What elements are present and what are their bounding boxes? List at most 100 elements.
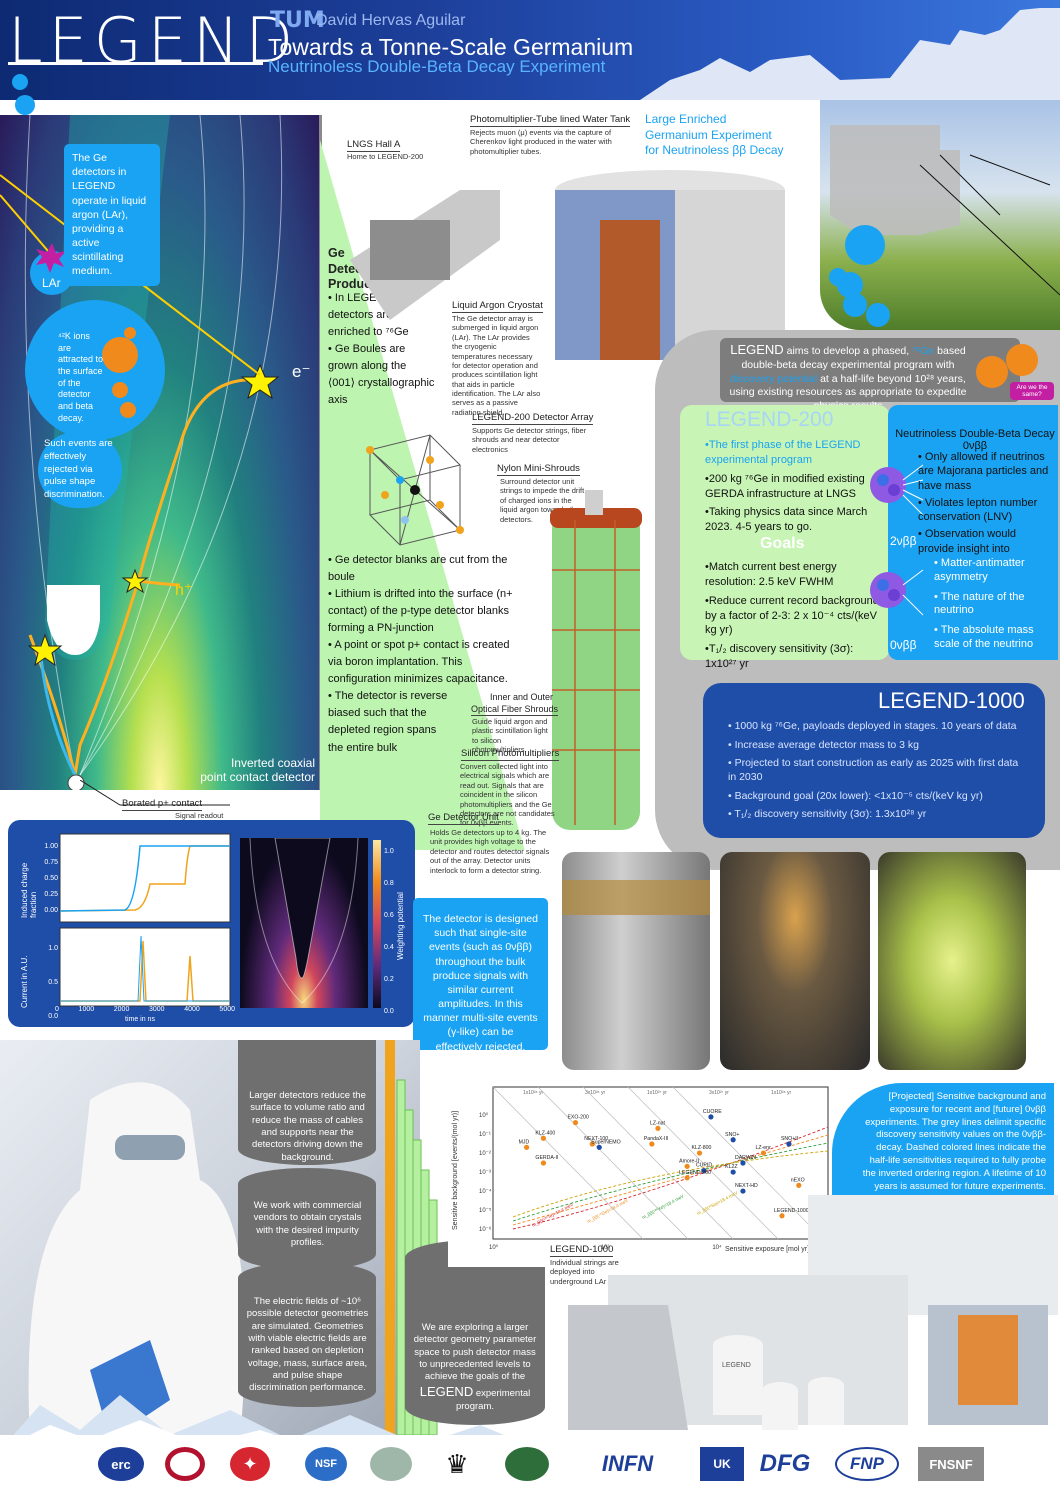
legend-1000-title: LEGEND-1000 <box>878 688 1025 714</box>
legend-wordmark: LEGEND <box>878 688 969 713</box>
particle-comparison-icon <box>976 344 1054 400</box>
bullet-item: The detector is reverse biased such that… <box>328 688 448 756</box>
detector-holder-band <box>562 880 710 915</box>
cryostat-heading: Liquid Argon Cryostat <box>452 300 543 313</box>
detector-array-heading: LEGEND-200 Detector Array <box>472 412 594 425</box>
data-point-label: SNO+II <box>781 1136 798 1142</box>
goal-item: •T₁/₂ discovery sensitivity (3σ): 1x10²⁷… <box>705 643 854 671</box>
data-point <box>730 1169 736 1175</box>
k-ions-text: ⁴²K ions are attracted to the surface of… <box>58 331 104 423</box>
same-question: Are we the same? <box>1016 384 1048 399</box>
mini-shrouds-text: Surround detector unit strings to impede… <box>500 477 585 524</box>
sensitivity-line <box>582 1086 734 1240</box>
bullet-item: In LEGEND Ge detectors are enriched to ⁷… <box>328 290 436 341</box>
electron-label: e⁻ <box>292 362 311 381</box>
xtick: 2000 <box>113 1006 130 1013</box>
ytick: 0.25 <box>44 891 58 898</box>
lngs-hall-heading: LNGS Hall A <box>347 139 401 152</box>
nudbd-title: Neutrinoless Double-Beta Decay 0νββ <box>895 428 1055 452</box>
detector-array-text: Supports Ge detector strings, fiber shro… <box>472 426 587 454</box>
data-point-label: KLZ-800 <box>692 1145 712 1151</box>
cylinder-2-text: We work with commercial vendors to obtai… <box>253 1200 362 1249</box>
x-tick-label: 10² <box>601 1245 610 1251</box>
half-life-curve <box>512 1134 829 1226</box>
plant-text: Individual strings are deployed into und… <box>550 1258 619 1286</box>
legend-wordmark: LEGEND <box>730 342 784 357</box>
doe-seal-logo <box>505 1447 549 1481</box>
data-point-label: SNO+ <box>725 1132 739 1138</box>
water-tank-heading: Photomultiplier-Tube lined Water Tank <box>470 114 631 127</box>
data-point <box>796 1182 802 1188</box>
charge-yticks: 1.00 0.75 0.50 0.25 0.00 <box>34 839 58 919</box>
lar-callout: The Ge detectors in LEGEND operate in li… <box>64 144 160 286</box>
data-point-label: PandaX-III <box>644 1136 669 1142</box>
aims-highlight: discovery potential <box>730 372 818 385</box>
data-point <box>696 1150 703 1156</box>
l1000-item: Increase average detector mass to 3 kg <box>728 739 1028 753</box>
title-line-2: Neutrinoless Double-Beta Decay Experimen… <box>268 57 606 76</box>
fnp-logo: FNP <box>835 1447 899 1481</box>
current-ylabel: Current in A.U. <box>20 955 29 1008</box>
plant-heading: LEGEND-1000 <box>550 1244 614 1257</box>
time-xticks: 0 1000 2000 3000 4000 5000 <box>55 1006 235 1013</box>
data-point-label: KL2Z <box>725 1164 737 1170</box>
erc-logo: erc <box>98 1447 144 1481</box>
data-point-label: LZ-nat <box>650 1120 666 1126</box>
legend-200-items: •The first phase of the LEGEND experimen… <box>705 438 885 535</box>
aims-box <box>720 338 1020 402</box>
x-tick-label: 10⁴ <box>712 1244 722 1251</box>
x-tick-label: 10⁰ <box>489 1244 499 1251</box>
ytick: 0.00 <box>44 907 58 914</box>
data-point-label: MJD <box>519 1139 530 1145</box>
fiber-shroud-text: Guide liquid argon and plastic scintilla… <box>472 717 548 755</box>
experiment-full-name: Large Enriched Germanium Experiment for … <box>645 112 784 158</box>
data-point <box>740 1188 746 1194</box>
ytick: 1.0 <box>48 945 58 952</box>
detector-unit-text: Holds Ge detectors up to 4 kg. The unit … <box>430 828 550 875</box>
l1000-item: 1000 kg ⁷⁶Ge, payloads deployed in stage… <box>728 720 1028 734</box>
nudbd-subitem: Matter-antimatter asymmetry <box>934 557 1054 585</box>
array-assembly-photo <box>720 852 870 1070</box>
single-site-callout: The detector is designed such that singl… <box>413 898 548 1053</box>
phase-suffix: -1000 <box>968 688 1025 713</box>
borated-contact-text: Signal readout <box>175 811 224 820</box>
sensitivity-plot-area <box>448 1077 838 1267</box>
sipm-text: Convert collected light into electrical … <box>460 762 555 828</box>
xtick: 1000 <box>78 1006 95 1013</box>
p-contact-leader-line <box>80 780 230 806</box>
data-point-label: LEGEND-200 <box>679 1170 711 1176</box>
xtick: 0 <box>55 1006 59 1013</box>
data-point <box>786 1141 792 1147</box>
phase-suffix: -200 <box>791 408 834 431</box>
y-tick-label: 10⁻⁶ <box>479 1226 492 1233</box>
sensitivity-line-label: 3x10²⁷ yr <box>709 1090 729 1096</box>
data-point-label: NEXT-HD <box>735 1183 758 1189</box>
l200-item: •Taking physics data since March 2023. 4… <box>705 506 868 534</box>
colorbar-tick: 0.4 <box>384 944 394 951</box>
data-point <box>684 1163 690 1169</box>
lngs-hall-render <box>350 170 785 360</box>
data-point-label: KLZ-400 <box>535 1130 555 1136</box>
label-2vbb: 2νββ <box>890 534 917 548</box>
data-point <box>596 1144 602 1150</box>
ytick: 1.00 <box>44 843 58 850</box>
data-point-label: NEXT-100 <box>584 1136 608 1142</box>
sensitivity-line-label: 1x10²⁷ yr <box>647 1090 667 1096</box>
cylinder-1 <box>238 1040 376 1165</box>
data-point <box>524 1144 530 1150</box>
cylinder-4-text: We are exploring a larger detector geome… <box>413 1322 537 1413</box>
l1000-item: T₁/₂ discovery sensitivity (3σ): 1.3x10²… <box>728 808 1028 822</box>
data-point <box>540 1135 547 1141</box>
data-point <box>540 1160 547 1166</box>
sensitivity-line-label: 1x10²⁸ yr <box>771 1090 792 1096</box>
legend-logo: LEGEND <box>8 4 300 77</box>
data-point-label: SuperNEMO <box>591 1139 620 1145</box>
logo-underline <box>8 62 263 65</box>
nudbd-items: Only allowed if neutrinos are Majorana p… <box>918 450 1053 556</box>
ukri-logo: UK <box>700 1447 744 1481</box>
data-point-label: nEXO <box>791 1177 805 1183</box>
data-point <box>655 1125 661 1131</box>
l200-item: •200 kg ⁷⁶Ge in modified existing GERDA … <box>705 472 865 500</box>
y-tick-label: 10⁻¹ <box>479 1132 491 1138</box>
ytick: 0.75 <box>44 859 58 866</box>
